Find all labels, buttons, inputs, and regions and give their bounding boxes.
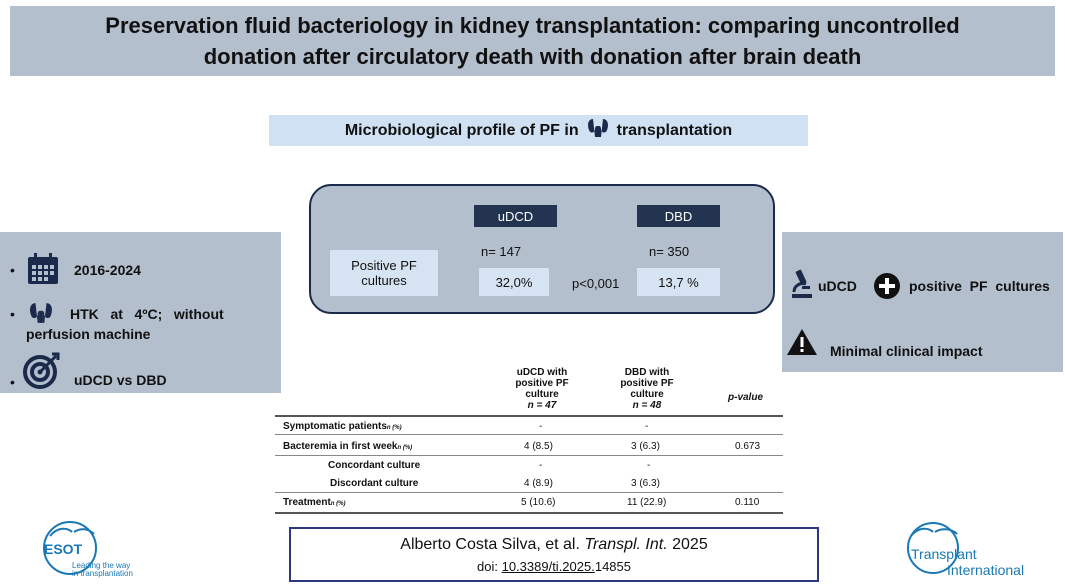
subtitle-text-before: Microbiological profile of PF in bbox=[344, 121, 579, 139]
table-cell: 3 (6.3) bbox=[631, 441, 660, 452]
ti-logo-mark bbox=[907, 522, 959, 574]
subtitle-text-after: transplantation bbox=[616, 121, 733, 139]
esot-tagline-2: in transplantation bbox=[72, 569, 133, 578]
header-udcd-l3: culture bbox=[525, 389, 559, 400]
doi-line: doi: 10.3389/ti.2025.14855 bbox=[291, 559, 817, 574]
table-header-udcd: uDCD with positive PF culture n = 47 bbox=[510, 367, 574, 411]
table-rule-top bbox=[275, 415, 783, 417]
citation-author: Alberto Costa Silva, et al. bbox=[400, 536, 580, 553]
table-row-label: Concordant culture bbox=[328, 460, 421, 471]
doi-suffix: 14855 bbox=[594, 559, 631, 574]
esot-name: ESOT bbox=[44, 541, 83, 557]
table-cell: 4 (8.9) bbox=[524, 478, 553, 489]
table-cell: - bbox=[539, 460, 543, 471]
preservation-text-line1: HTK at 4ºC; without bbox=[70, 306, 224, 322]
conclusion-positive-pf: positive PF cultures bbox=[909, 278, 1050, 294]
row-label-text: Symptomatic patients bbox=[283, 421, 387, 432]
table-header-dbd: DBD with positive PF culture n = 48 bbox=[615, 367, 679, 411]
study-design-panel: • 2016-2024 • HTK at 4ºC; without perfus… bbox=[0, 232, 281, 393]
warning-icon bbox=[786, 328, 818, 361]
positive-pf-label: Positive PF cultures bbox=[330, 250, 438, 296]
table-rule-bottom bbox=[275, 512, 783, 514]
ti-line2: International bbox=[947, 562, 1025, 578]
table-header-pvalue: p-value bbox=[728, 392, 764, 403]
citation-box: Alberto Costa Silva, et al. Transpl. Int… bbox=[289, 527, 819, 582]
table-cell: 0.673 bbox=[735, 441, 761, 452]
citation-journal: Transpl. Int. bbox=[584, 536, 668, 553]
table-cell: - bbox=[647, 460, 651, 471]
udcd-header: uDCD bbox=[474, 205, 557, 227]
plus-icon bbox=[873, 272, 901, 305]
conclusion-panel: uDCD positive PF cultures Minimal clinic… bbox=[782, 232, 1063, 372]
header-udcd-l1: uDCD with bbox=[516, 367, 568, 378]
target-icon bbox=[22, 350, 62, 395]
section-subtitle: Microbiological profile of PF in transpl… bbox=[269, 115, 808, 146]
header-dbd-l1: DBD with bbox=[624, 367, 670, 378]
header-dbd-n: n = 48 bbox=[632, 400, 662, 411]
bullet-1: • bbox=[10, 262, 15, 278]
row-label-text: Treatment bbox=[283, 497, 331, 508]
citation-line: Alberto Costa Silva, et al. Transpl. Int… bbox=[291, 536, 817, 554]
table-row-label: Treatmentn (%) bbox=[283, 497, 345, 508]
dbd-percent: 13,7 % bbox=[637, 268, 720, 296]
table-row-label: Bacteremia in first weekn (%) bbox=[283, 441, 412, 452]
header-dbd-l3: culture bbox=[630, 389, 664, 400]
period-text: 2016-2024 bbox=[74, 262, 141, 278]
ti-line1: Transplant bbox=[911, 546, 977, 562]
calendar-icon bbox=[26, 252, 60, 291]
table-row-label: Discordant culture bbox=[330, 478, 419, 489]
title-line-2: donation after circulatory death with do… bbox=[203, 44, 862, 69]
row-label-sub: n (%) bbox=[330, 501, 346, 507]
table-cell: 3 (6.3) bbox=[631, 478, 660, 489]
transplant-international-logo: Transplant International bbox=[905, 516, 1055, 582]
microscope-icon bbox=[790, 268, 814, 305]
title-line-1: Preservation fluid bacteriology in kidne… bbox=[105, 13, 960, 38]
dbd-n: n= 350 bbox=[649, 244, 690, 259]
table-cell: 0.110 bbox=[735, 497, 760, 508]
kidney-icon bbox=[587, 118, 609, 143]
table-cell: 4 (8.5) bbox=[524, 441, 553, 452]
table-cell: - bbox=[645, 421, 649, 432]
udcd-n: n= 147 bbox=[481, 244, 522, 259]
title-banner: Preservation fluid bacteriology in kidne… bbox=[10, 6, 1055, 76]
udcd-percent: 32,0% bbox=[479, 268, 549, 296]
doi-label: doi: bbox=[477, 559, 498, 574]
dbd-header: DBD bbox=[637, 205, 720, 227]
minimal-impact-text: Minimal clinical impact bbox=[830, 343, 983, 359]
summary-pvalue: p<0,001 bbox=[572, 276, 620, 291]
bullet-2: • bbox=[10, 306, 15, 322]
header-dbd-l2: positive PF bbox=[620, 378, 674, 389]
row-label-sub: n (%) bbox=[397, 445, 413, 451]
comparison-text: uDCD vs DBD bbox=[74, 372, 167, 388]
row-label-text: Bacteremia in first week bbox=[283, 441, 398, 452]
esot-logo-mark bbox=[43, 521, 97, 575]
preservation-text-line2: perfusion machine bbox=[26, 326, 151, 342]
header-udcd-n: n = 47 bbox=[527, 400, 557, 411]
esot-tagline: Leading the way in transplantation bbox=[72, 562, 133, 578]
table-rule bbox=[275, 492, 783, 493]
header-udcd-l2: positive PF bbox=[515, 378, 569, 389]
esot-tagline-1: Leading the way bbox=[72, 561, 131, 570]
table-row-label: Symptomatic patientsn (%) bbox=[283, 421, 402, 432]
kidney-icon bbox=[28, 302, 54, 329]
table-cell: 5 (10.6) bbox=[521, 497, 556, 508]
table-rule bbox=[275, 434, 783, 435]
table-cell: - bbox=[539, 421, 543, 432]
doi-link[interactable]: 10.3389/ti.2025. bbox=[501, 559, 595, 574]
bullet-3: • bbox=[10, 374, 15, 390]
table-cell: 11 (22.9) bbox=[627, 497, 667, 508]
conclusion-udcd: uDCD bbox=[818, 278, 857, 294]
citation-year: 2025 bbox=[672, 536, 708, 553]
row-label-sub: n (%) bbox=[386, 425, 402, 431]
esot-logo: ESOT Leading the way in transplantation bbox=[40, 516, 170, 580]
table-rule bbox=[275, 455, 783, 456]
